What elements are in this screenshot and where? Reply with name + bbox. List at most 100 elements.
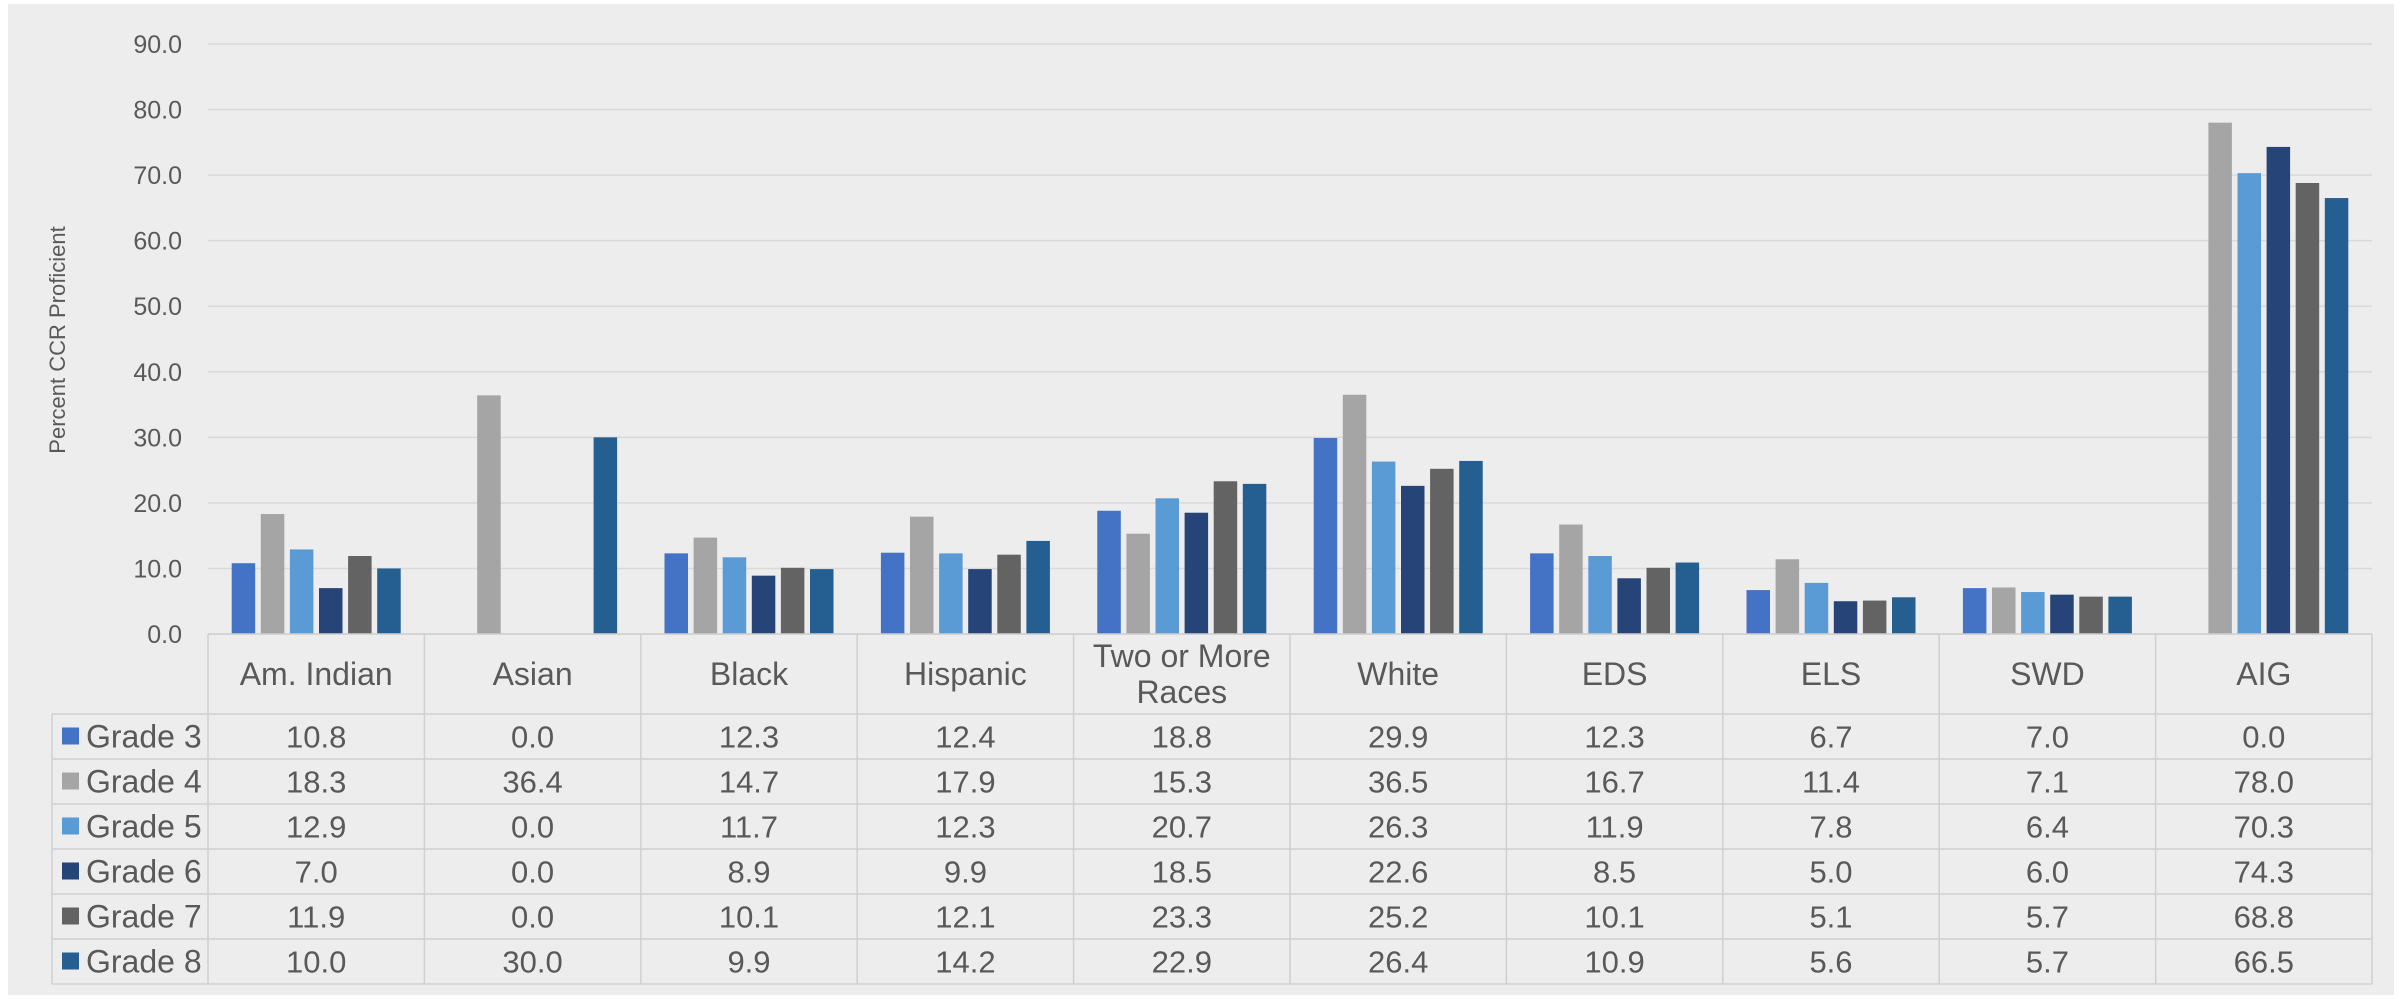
data-label: 8.9 <box>727 855 770 890</box>
y-tick-label: 30.0 <box>133 424 182 452</box>
data-label: 26.4 <box>1368 945 1428 980</box>
y-tick-label: 90.0 <box>133 31 182 59</box>
bar <box>1862 600 1887 634</box>
data-label: 7.0 <box>295 855 338 890</box>
data-label: 12.1 <box>935 900 995 935</box>
data-label: 14.2 <box>935 945 995 980</box>
series-name: Grade 6 <box>86 854 202 890</box>
bar <box>2324 198 2349 635</box>
data-label: 18.8 <box>1152 720 1212 755</box>
data-label: 10.1 <box>719 900 779 935</box>
data-label: 5.6 <box>1809 945 1852 980</box>
data-label: 0.0 <box>511 900 554 935</box>
bar <box>722 557 747 634</box>
y-tick-label: 70.0 <box>133 162 182 190</box>
data-label: 25.2 <box>1368 900 1428 935</box>
data-label: 12.4 <box>935 720 995 755</box>
data-label: 10.8 <box>286 720 346 755</box>
category-label: Races <box>1136 674 1227 710</box>
series-name: Grade 4 <box>86 764 202 800</box>
bar <box>664 553 688 634</box>
data-label: 11.9 <box>287 900 345 935</box>
y-tick-label: 60.0 <box>133 228 182 256</box>
legend-key <box>62 862 79 880</box>
data-label: 22.6 <box>1368 855 1428 890</box>
bar <box>1401 485 1425 634</box>
category-label: AIG <box>2236 656 2291 692</box>
bar <box>348 555 372 634</box>
bar <box>1617 578 1641 634</box>
data-label: 12.3 <box>1584 720 1644 755</box>
bar <box>2266 146 2291 634</box>
bar <box>2295 182 2320 634</box>
legend-key <box>62 817 79 835</box>
data-label: 0.0 <box>511 855 554 890</box>
data-label: 7.0 <box>2026 720 2069 755</box>
data-label: 6.4 <box>2026 810 2069 845</box>
data-label: 6.7 <box>1809 720 1852 755</box>
data-label: 20.7 <box>1152 810 1212 845</box>
data-label: 18.3 <box>286 765 346 800</box>
category-label: Am. Indian <box>240 656 393 692</box>
y-tick-label: 10.0 <box>133 555 182 583</box>
bar <box>1675 562 1700 634</box>
data-label: 0.0 <box>511 720 554 755</box>
bar <box>1313 437 1338 634</box>
bar <box>997 554 1021 634</box>
bar <box>780 567 805 634</box>
y-axis: 0.0 10.0 20.0 30.0 40.0 50.0 60.0 70.0 80.0 90.0 <box>133 31 182 649</box>
bar <box>1559 524 1583 634</box>
y-tick-label: 50.0 <box>133 293 182 321</box>
y-tick-label: 0.0 <box>147 621 182 649</box>
bar <box>1992 587 2016 634</box>
bar <box>751 575 776 634</box>
data-label: 8.5 <box>1593 855 1636 890</box>
bar <box>1155 498 1179 634</box>
bar <box>319 588 343 634</box>
bar <box>880 552 905 634</box>
data-label: 5.0 <box>1809 855 1852 890</box>
data-label: 9.9 <box>727 945 770 980</box>
bar <box>1962 588 1987 634</box>
bar <box>2108 596 2132 634</box>
data-label: 6.0 <box>2026 855 2069 890</box>
category-label: Black <box>710 656 789 692</box>
bar <box>1026 540 1050 634</box>
data-label: 17.9 <box>935 765 995 800</box>
bar <box>810 569 834 634</box>
chart-background <box>8 4 2394 995</box>
bar <box>289 549 314 634</box>
data-label: 9.9 <box>944 855 987 890</box>
bar <box>2021 592 2045 634</box>
bar <box>1746 590 1770 634</box>
bar <box>1097 510 1121 634</box>
data-label: 68.8 <box>2234 900 2294 935</box>
data-label: 36.4 <box>502 765 562 800</box>
data-label: 18.5 <box>1152 855 1212 890</box>
bar <box>593 437 618 634</box>
category-label: Asian <box>493 656 573 692</box>
data-label: 66.5 <box>2234 945 2294 980</box>
legend-key <box>62 952 79 970</box>
bar <box>1371 461 1396 634</box>
data-label: 29.9 <box>1368 720 1428 755</box>
data-label: 10.0 <box>286 945 346 980</box>
data-label: 14.7 <box>719 765 779 800</box>
data-label: 10.9 <box>1584 945 1644 980</box>
y-tick-label: 40.0 <box>133 359 182 387</box>
bar <box>939 553 963 634</box>
series-name: Grade 8 <box>86 944 202 980</box>
legend-key <box>62 907 79 925</box>
gridlines <box>208 43 2372 635</box>
data-label: 5.1 <box>1809 900 1852 935</box>
bar <box>377 568 401 634</box>
category-label: SWD <box>2010 656 2085 692</box>
bar <box>1184 512 1209 634</box>
data-label: 11.4 <box>1802 765 1860 800</box>
y-tick-label: 80.0 <box>133 97 182 125</box>
category-label: Two or More <box>1093 638 1271 674</box>
data-label: 70.3 <box>2234 810 2294 845</box>
bars <box>231 122 2349 635</box>
bar <box>1646 567 1670 634</box>
